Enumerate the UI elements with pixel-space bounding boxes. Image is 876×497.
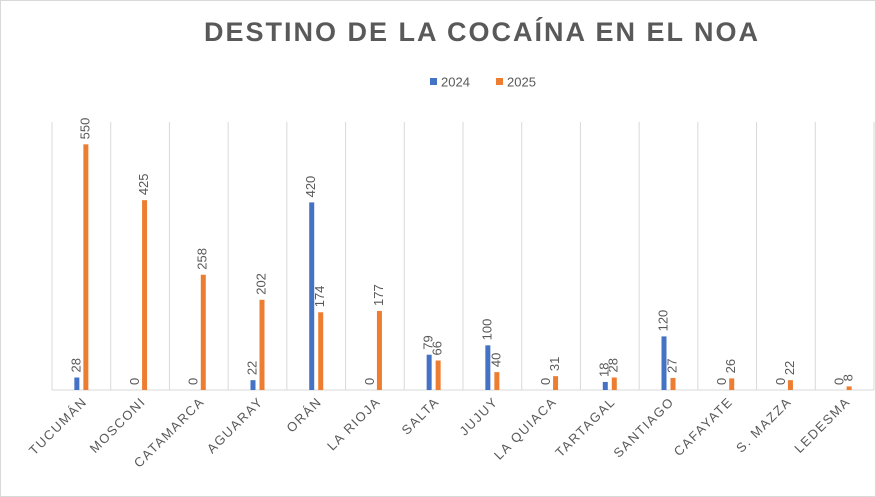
data-label: 0 xyxy=(714,378,729,385)
bar xyxy=(670,377,676,390)
data-label: 26 xyxy=(723,359,738,373)
bar xyxy=(376,310,382,390)
data-label: 202 xyxy=(253,273,268,295)
data-label: 0 xyxy=(538,378,553,385)
data-label: 8 xyxy=(841,374,856,381)
data-label: 18 xyxy=(597,362,612,376)
data-label: 174 xyxy=(312,286,327,308)
data-label: 0 xyxy=(362,378,377,385)
data-label: 0 xyxy=(832,378,847,385)
legend-label: 2024 xyxy=(441,74,470,89)
data-label: 550 xyxy=(77,118,92,140)
bar xyxy=(494,372,500,390)
data-label: 28 xyxy=(606,358,621,372)
data-label: 22 xyxy=(782,361,797,375)
data-label: 425 xyxy=(136,173,151,195)
bar xyxy=(611,377,617,390)
bar xyxy=(729,378,735,390)
bar xyxy=(250,380,256,390)
bar xyxy=(142,200,148,390)
bar xyxy=(787,380,793,390)
data-label: 258 xyxy=(195,248,210,270)
data-label: 0 xyxy=(773,378,788,385)
data-label: 22 xyxy=(244,361,259,375)
legend-swatch xyxy=(430,78,437,85)
data-label: 120 xyxy=(655,310,670,332)
data-label: 28 xyxy=(68,358,83,372)
bar xyxy=(426,354,432,390)
bar xyxy=(846,386,852,390)
data-label: 27 xyxy=(664,358,679,372)
bar xyxy=(602,381,608,390)
bar xyxy=(485,345,491,390)
bar xyxy=(200,274,206,390)
bar xyxy=(259,299,265,390)
legend-label: 2025 xyxy=(507,74,536,89)
bar xyxy=(661,336,667,390)
bar xyxy=(553,376,559,390)
data-label: 0 xyxy=(186,378,201,385)
bar xyxy=(318,312,324,390)
bar xyxy=(309,202,315,390)
data-label: 66 xyxy=(430,341,445,355)
legend-swatch xyxy=(496,78,503,85)
data-label: 420 xyxy=(303,176,318,198)
bar xyxy=(435,360,441,390)
bar xyxy=(74,377,80,390)
data-label: 31 xyxy=(547,357,562,371)
bar xyxy=(83,144,89,390)
data-label: 0 xyxy=(127,378,142,385)
data-label: 40 xyxy=(488,353,503,367)
data-label: 100 xyxy=(479,319,494,341)
chart-title: DESTINO DE LA COCAÍNA EN EL NOA xyxy=(204,16,760,47)
data-label: 177 xyxy=(371,284,386,306)
data-label: 79 xyxy=(421,335,436,349)
